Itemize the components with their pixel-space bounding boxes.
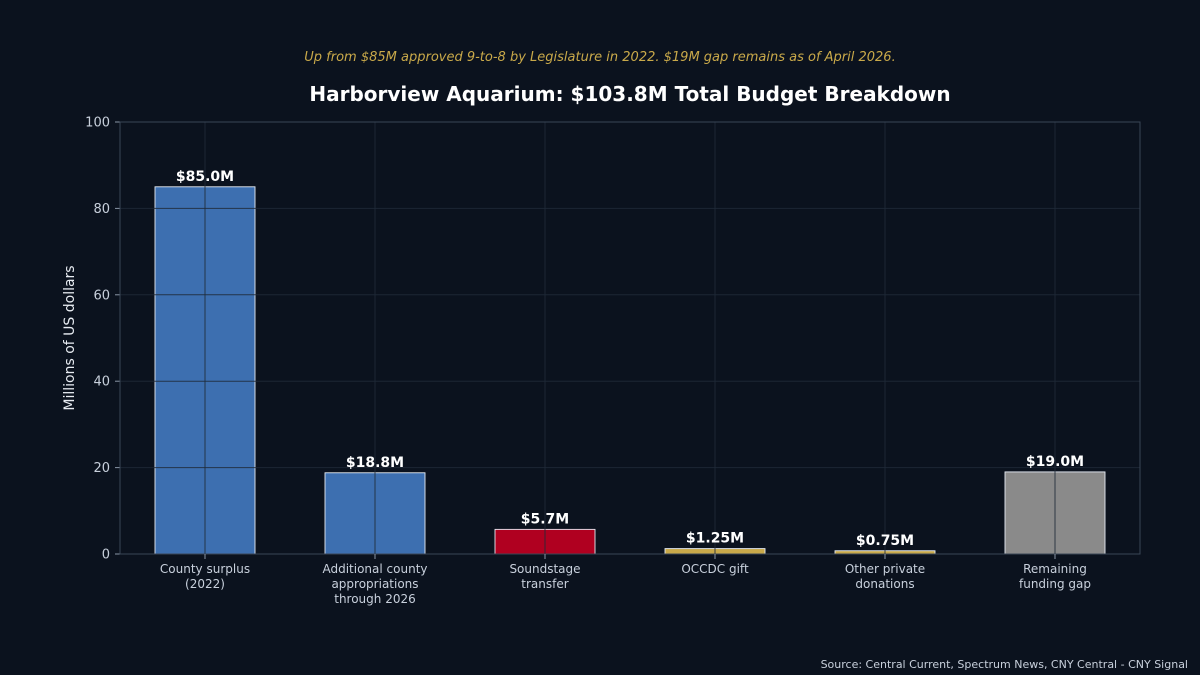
bar-value-label: $1.25M [686,531,744,547]
y-tick-label: 80 [93,202,110,217]
y-tick-label: 40 [93,375,110,390]
y-tick-label: 60 [93,288,110,303]
chart-title: Harborview Aquarium: $103.8M Total Budge… [309,82,950,106]
y-axis-label: Millions of US dollars [62,265,78,410]
x-tick-label: Additional county appropriations through 2… [322,562,427,606]
bar-value-label: $19.0M [1026,454,1084,470]
x-tick-label: Remaining funding gap [1019,562,1091,591]
x-tick-label: OCCDC gift [681,562,749,576]
x-tick-label: Soundstage transfer [509,562,580,591]
y-tick-label: 0 [102,548,110,563]
y-tick-label: 100 [85,116,110,131]
bar-value-label: $18.8M [346,455,404,471]
chart-subtitle: Up from $85M approved 9-to-8 by Legislat… [304,50,895,65]
x-tick-label: Other private donations [845,562,925,591]
source-note: Source: Central Current, Spectrum News, … [821,658,1188,671]
bar-value-label: $85.0M [176,169,234,185]
plot-area: 0 20 40 60 80 100 County surplus (2022) $85.0M Ad… [85,116,1141,606]
x-tick-label: County surplus (2022) [160,562,250,591]
bar-value-label: $0.75M [856,533,914,549]
plot-frame [119,121,1141,555]
y-tick-label: 20 [93,461,110,476]
bar-value-label: $5.7M [521,511,569,527]
